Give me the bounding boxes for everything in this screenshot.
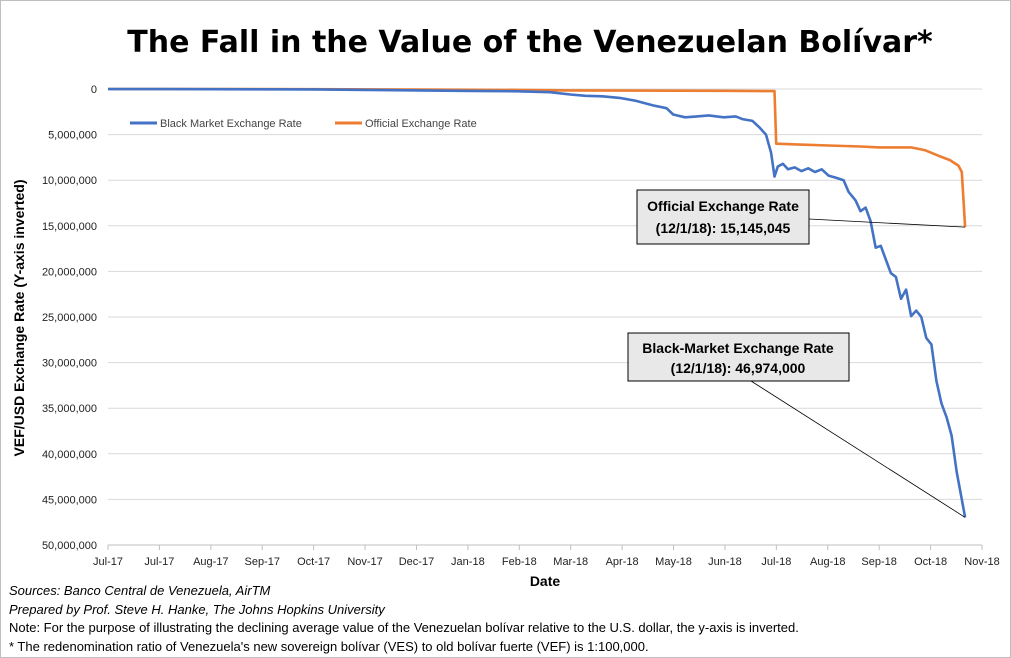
y-axis-note: Note: For the purpose of illustrating th… <box>9 620 799 635</box>
legend: Black Market Exchange Rate Official Exch… <box>130 118 477 130</box>
x-tick-label: Aug-18 <box>810 556 845 568</box>
callout-official: Official Exchange Rate (12/1/18): 15,145… <box>636 189 810 245</box>
y-tick-label: 10,000,000 <box>42 175 97 187</box>
x-axis-ticks: Jul-17 Jul-17 Aug-17 Sep-17 Oct-17 Nov-17 Dec-… <box>93 545 1000 568</box>
x-tick-label: Apr-18 <box>606 556 639 568</box>
x-tick-label: Oct-18 <box>914 556 947 568</box>
series-line-black-market <box>108 87 967 518</box>
x-tick-label: Jul-17 <box>93 556 123 568</box>
y-tick-label: 50,000,000 <box>42 540 97 552</box>
y-tick-label: 20,000,000 <box>42 266 97 278</box>
x-tick-label: Sep-17 <box>244 556 279 568</box>
footnotes: Sources: Banco Central de Venezuela, Air… <box>9 582 999 656</box>
x-tick-label: Mar-18 <box>553 556 588 568</box>
gridlines <box>108 88 982 500</box>
x-tick-label: Dec-17 <box>399 556 434 568</box>
chart-title: The Fall in the Value of the Venezuelan … <box>127 25 933 60</box>
y-tick-label: 25,000,000 <box>42 312 97 324</box>
y-axis-ticks: 0 5,000,000 10,000,000 15,000,000 20,000,000… <box>42 84 97 552</box>
y-tick-label: 30,000,000 <box>42 358 97 370</box>
legend-label-official: Official Exchange Rate <box>365 118 477 130</box>
y-tick-label: 0 <box>91 84 97 96</box>
callout-black-market-line1: Black-Market Exchange Rate <box>642 340 834 356</box>
x-tick-label: Jun-18 <box>708 556 742 568</box>
x-tick-label: Feb-18 <box>502 556 537 568</box>
y-tick-label: 15,000,000 <box>42 221 97 233</box>
x-tick-label: Jul-17 <box>144 556 174 568</box>
callout-black-market-line2: (12/1/18): 46,974,000 <box>671 360 806 376</box>
x-tick-label: Aug-17 <box>193 556 228 568</box>
x-axis-title: Date <box>530 573 561 589</box>
callout-official-line1: Official Exchange Rate <box>647 198 799 214</box>
x-tick-label: Nov-17 <box>347 556 382 568</box>
legend-label-black-market: Black Market Exchange Rate <box>160 118 302 130</box>
callout-official-line2: (12/1/18): 15,145,045 <box>656 220 791 236</box>
callout-official-box <box>636 189 810 245</box>
y-tick-label: 40,000,000 <box>42 449 97 461</box>
series-layer <box>108 87 967 518</box>
redenomination-note: * The redenomination ratio of Venezuela'… <box>9 638 649 654</box>
x-tick-label: Nov-18 <box>964 556 999 568</box>
prepared-by-note: Prepared by Prof. Steve H. Hanke, The Jo… <box>9 601 385 617</box>
callout-black-market: Black-Market Exchange Rate (12/1/18): 46… <box>627 332 850 382</box>
y-tick-label: 35,000,000 <box>42 403 97 415</box>
x-tick-label: Jul-18 <box>761 556 791 568</box>
x-tick-label: May-18 <box>655 556 692 568</box>
sources-note: Sources: Banco Central de Venezuela, Air… <box>9 583 271 598</box>
x-tick-label: Jan-18 <box>451 556 485 568</box>
series-line-official <box>108 87 967 228</box>
callout-black-market-box <box>627 332 850 382</box>
x-tick-label: Sep-18 <box>861 556 896 568</box>
y-tick-label: 45,000,000 <box>42 494 97 506</box>
callout-leader-black-market <box>750 380 966 518</box>
y-axis-title: VEF/USD Exchange Rate (Y-axis inverted) <box>11 180 27 457</box>
callout-leader-official <box>808 218 966 228</box>
y-tick-label: 5,000,000 <box>48 130 97 142</box>
x-tick-label: Oct-17 <box>297 556 330 568</box>
